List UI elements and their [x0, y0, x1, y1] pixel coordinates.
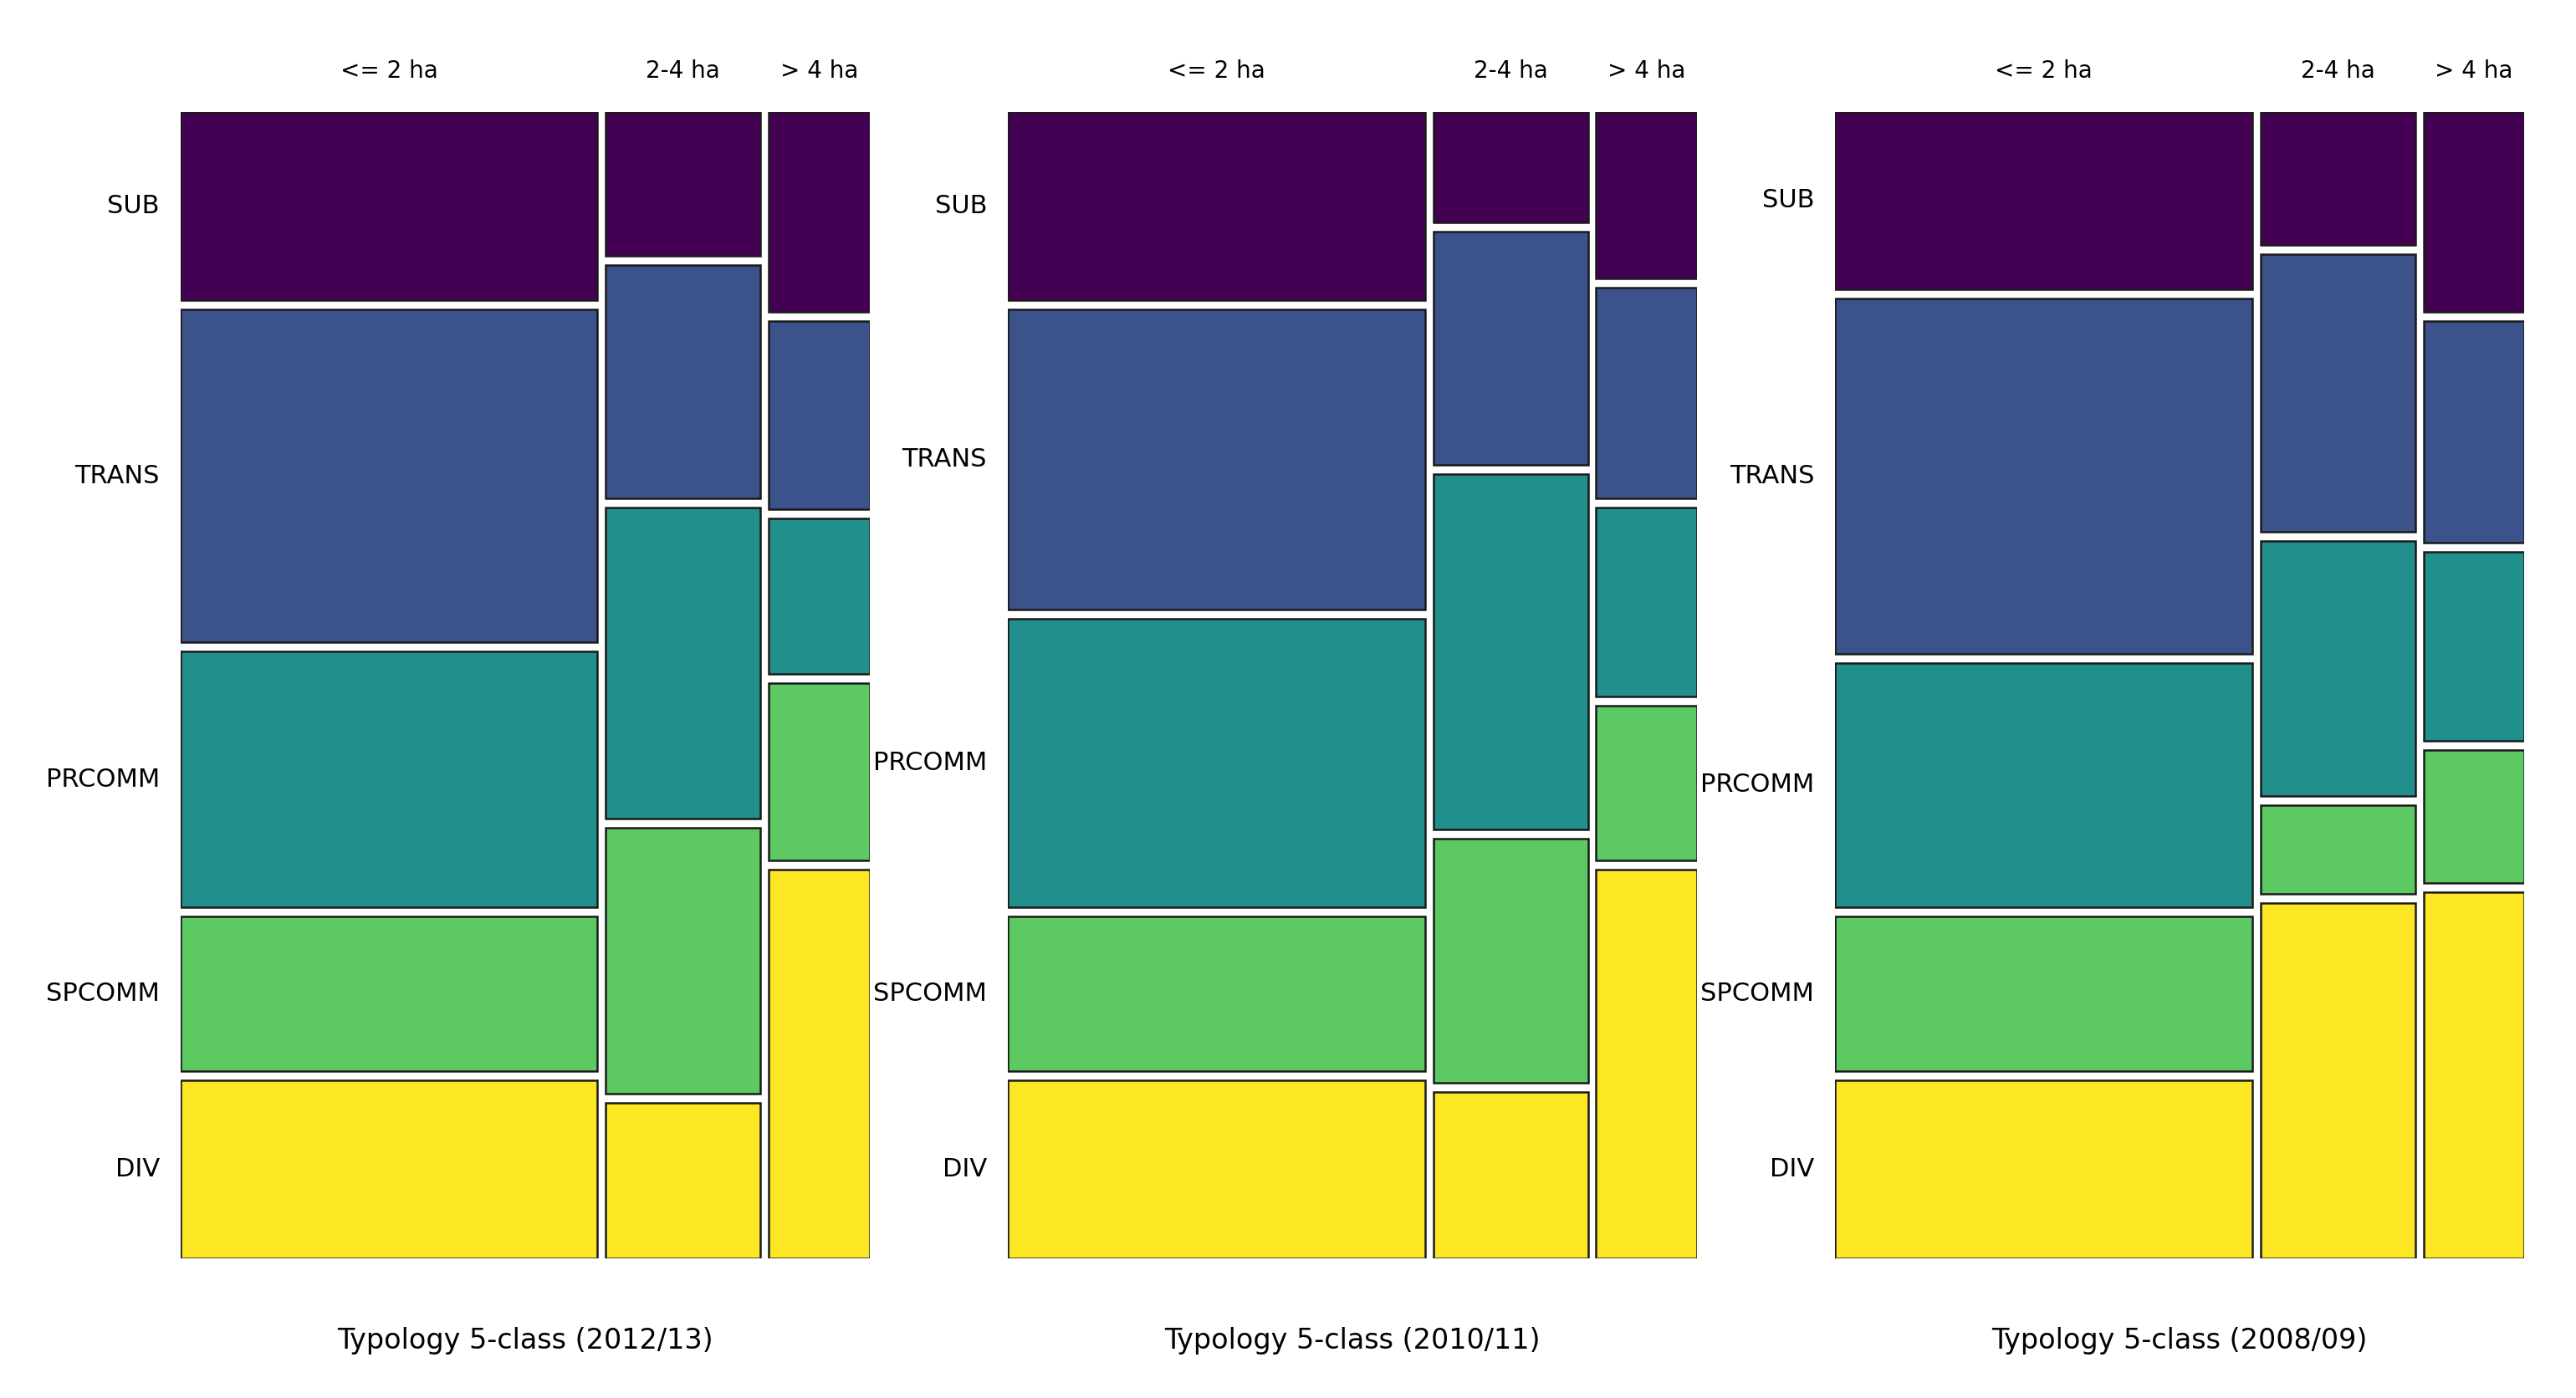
Bar: [1597, 705, 1698, 861]
Bar: [1834, 663, 2251, 907]
Bar: [2424, 112, 2524, 312]
Bar: [2262, 805, 2416, 893]
Text: SUB: SUB: [1762, 189, 1814, 212]
Text: Typology 5-class (2012/13): Typology 5-class (2012/13): [337, 1327, 714, 1355]
Bar: [1834, 1081, 2251, 1258]
Bar: [768, 519, 871, 674]
Bar: [1007, 916, 1425, 1071]
Text: PRCOMM: PRCOMM: [1700, 773, 1814, 797]
Text: > 4 ha: > 4 ha: [1607, 60, 1685, 84]
Bar: [180, 651, 598, 907]
Text: TRANS: TRANS: [1728, 464, 1814, 488]
Bar: [1432, 1092, 1587, 1258]
Bar: [1597, 288, 1698, 498]
Bar: [1834, 916, 2251, 1071]
Text: > 4 ha: > 4 ha: [781, 60, 858, 84]
Bar: [1597, 112, 1698, 278]
Bar: [180, 916, 598, 1071]
Bar: [1432, 839, 1587, 1082]
Text: SPCOMM: SPCOMM: [46, 981, 160, 1007]
Bar: [1432, 474, 1587, 829]
Text: > 4 ha: > 4 ha: [2434, 60, 2514, 84]
Text: TRANS: TRANS: [902, 447, 987, 471]
Text: SUB: SUB: [108, 194, 160, 218]
Bar: [1007, 1081, 1425, 1258]
Bar: [1432, 112, 1587, 222]
Text: <= 2 ha: <= 2 ha: [340, 60, 438, 84]
Text: SPCOMM: SPCOMM: [1700, 981, 1814, 1007]
Text: SUB: SUB: [935, 194, 987, 218]
Bar: [2424, 320, 2524, 542]
Text: DIV: DIV: [116, 1158, 160, 1181]
Bar: [768, 320, 871, 509]
Bar: [2262, 903, 2416, 1258]
Text: 2-4 ha: 2-4 ha: [2300, 60, 2375, 84]
Bar: [605, 266, 760, 498]
Text: Typology 5-class (2010/11): Typology 5-class (2010/11): [1164, 1327, 1540, 1355]
Bar: [1007, 618, 1425, 907]
Bar: [1007, 309, 1425, 610]
Text: 2-4 ha: 2-4 ha: [1473, 60, 1548, 84]
Bar: [2262, 254, 2416, 531]
Bar: [605, 507, 760, 818]
Bar: [768, 112, 871, 312]
Bar: [768, 684, 871, 861]
Text: TRANS: TRANS: [75, 464, 160, 488]
Bar: [180, 309, 598, 643]
Text: DIV: DIV: [1770, 1158, 1814, 1181]
Text: PRCOMM: PRCOMM: [46, 768, 160, 791]
Text: DIV: DIV: [943, 1158, 987, 1181]
Bar: [1834, 112, 2251, 289]
Text: SPCOMM: SPCOMM: [873, 981, 987, 1007]
Bar: [2424, 552, 2524, 741]
Bar: [1432, 232, 1587, 466]
Bar: [768, 870, 871, 1258]
Bar: [605, 1103, 760, 1258]
Bar: [2262, 541, 2416, 795]
Bar: [2424, 749, 2524, 882]
Text: <= 2 ha: <= 2 ha: [1167, 60, 1265, 84]
Bar: [180, 1081, 598, 1258]
Bar: [1597, 507, 1698, 696]
Text: <= 2 ha: <= 2 ha: [1994, 60, 2092, 84]
Bar: [1007, 112, 1425, 301]
Bar: [1834, 299, 2251, 654]
Text: Typology 5-class (2008/09): Typology 5-class (2008/09): [1991, 1327, 2367, 1355]
Text: PRCOMM: PRCOMM: [873, 751, 987, 774]
Bar: [2262, 112, 2416, 245]
Text: 2-4 ha: 2-4 ha: [647, 60, 721, 84]
Bar: [605, 828, 760, 1093]
Bar: [605, 112, 760, 256]
Bar: [1597, 870, 1698, 1258]
Bar: [2424, 892, 2524, 1258]
Bar: [180, 112, 598, 301]
